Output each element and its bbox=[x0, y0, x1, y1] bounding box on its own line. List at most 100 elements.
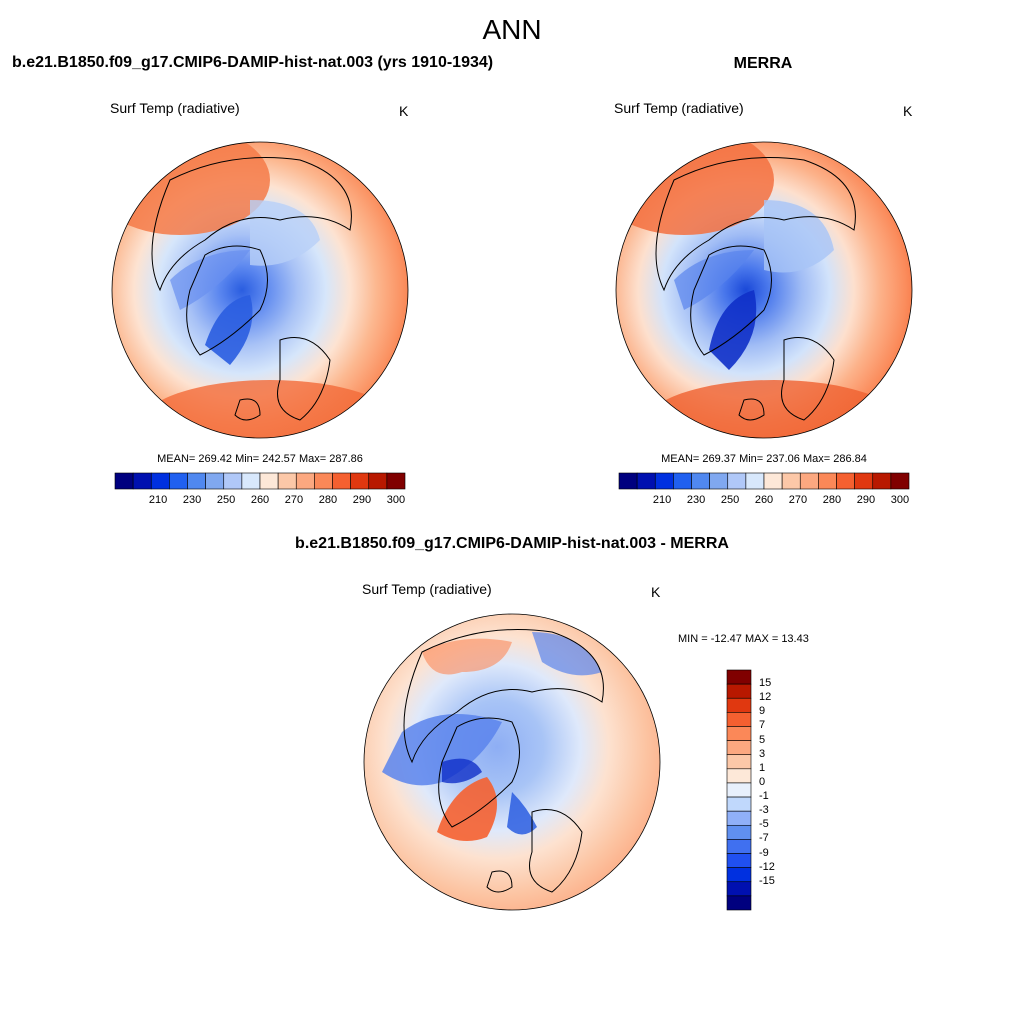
panel3-title: b.e21.B1850.f09_g17.CMIP6-DAMIP-hist-nat… bbox=[295, 535, 729, 552]
panel1-colorbar-box bbox=[295, 472, 315, 490]
panel1-stats: MEAN= 269.42 Min= 242.57 Max= 287.86 bbox=[157, 453, 363, 465]
panel1-colorbar-box bbox=[314, 472, 333, 490]
panel1-colorbar-box bbox=[241, 472, 261, 490]
panel1-colorbar-tick-label: 270 bbox=[284, 494, 304, 506]
panel3-colorbar-box bbox=[726, 697, 752, 713]
panel2-colorbar-tick-label: 280 bbox=[822, 494, 842, 506]
panel3-colorbar-box bbox=[726, 726, 752, 741]
panel1-title: b.e21.B1850.f09_g17.CMIP6-DAMIP-hist-nat… bbox=[12, 54, 494, 71]
panel3-colorbar-box bbox=[726, 754, 752, 770]
panel1-units-label: K bbox=[399, 103, 409, 119]
panel2-colorbar-box bbox=[618, 472, 638, 490]
panel2-colorbar-box bbox=[673, 472, 692, 490]
panel1-colorbar-tick-label: 210 bbox=[148, 494, 168, 506]
panel1-colorbar-tick-label: 290 bbox=[352, 494, 372, 506]
panel3-colorbar-tick-label: 9 bbox=[759, 705, 766, 718]
panel3-colorbar-box bbox=[726, 712, 752, 727]
panel2-colorbar-box bbox=[745, 472, 765, 490]
panel3-colorbar-box bbox=[726, 839, 752, 854]
panel2-colorbar-tick-label: 230 bbox=[686, 494, 706, 506]
panel3-colorbar-tick-label: -9 bbox=[759, 846, 769, 859]
panel3-colorbar-tick-label: 1 bbox=[759, 761, 766, 774]
panel2-colorbar-box bbox=[854, 472, 874, 490]
panel3-colorbar-tick-label: -12 bbox=[759, 860, 775, 873]
panel1-colorbar-box bbox=[150, 472, 170, 490]
panel1-colorbar-box bbox=[277, 472, 297, 490]
panel1-colorbar-box bbox=[114, 472, 134, 490]
panel3-colorbar-tick-label: -5 bbox=[759, 818, 769, 831]
panel3-colorbar-tick-label: 12 bbox=[759, 691, 772, 704]
panel3-colorbar-box bbox=[726, 669, 752, 685]
panel2-colorbar-tick-label: 260 bbox=[754, 494, 774, 506]
panel1-colorbar-box bbox=[205, 472, 225, 490]
panel1-colorbar-box bbox=[386, 472, 406, 490]
panel3-variable-label: Surf Temp (radiative) bbox=[362, 581, 492, 597]
panel3-colorbar-box bbox=[726, 768, 752, 784]
panel2-colorbar-box bbox=[872, 472, 892, 490]
panel2-polar-map bbox=[615, 141, 913, 439]
panel1-colorbar-box bbox=[187, 472, 206, 490]
panel2-units-label: K bbox=[903, 103, 913, 119]
panel2-colorbar-tick-label: 300 bbox=[890, 494, 910, 506]
panel1-colorbar bbox=[114, 472, 406, 490]
panel3-colorbar-box bbox=[726, 881, 752, 897]
panel3-colorbar-tick-label: 5 bbox=[759, 733, 766, 746]
panel1-colorbar-tick-label: 260 bbox=[250, 494, 270, 506]
panel2-colorbar-tick-label: 270 bbox=[788, 494, 808, 506]
panel3-colorbar-box bbox=[726, 810, 752, 826]
panel3-units-label: K bbox=[651, 584, 661, 600]
panel1-colorbar-box bbox=[132, 472, 152, 490]
panel2-title: MERRA bbox=[733, 55, 793, 72]
panel3-colorbar-box bbox=[726, 867, 752, 883]
panel3-colorbar-tick-label: -1 bbox=[759, 790, 769, 803]
panel3-colorbar-tick-label: 0 bbox=[759, 775, 766, 788]
panel1-colorbar-box bbox=[368, 472, 388, 490]
panel2-colorbar-box bbox=[691, 472, 710, 490]
panel3-colorbar-box bbox=[726, 683, 752, 699]
panel1-variable-label: Surf Temp (radiative) bbox=[110, 100, 240, 116]
panel1-colorbar-box bbox=[223, 472, 243, 490]
panel3-colorbar-tick-label: -7 bbox=[759, 832, 769, 845]
panel2-colorbar-box bbox=[709, 472, 729, 490]
panel3-difference-map bbox=[363, 613, 661, 911]
panel2-colorbar-box bbox=[654, 472, 674, 490]
panel2-variable-label: Surf Temp (radiative) bbox=[614, 100, 744, 116]
panel1-colorbar-tick-label: 280 bbox=[318, 494, 338, 506]
panel3-colorbar-tick-label: 15 bbox=[759, 677, 772, 690]
panel3-colorbar-tick-label: 7 bbox=[759, 719, 766, 732]
panel1-colorbar-tick-label: 300 bbox=[386, 494, 406, 506]
panel1-colorbar-tick-label: 250 bbox=[216, 494, 236, 506]
panel3-colorbar-box bbox=[726, 853, 752, 868]
panel3-colorbar-ticks: 15 12 9 7 5 3 1 0 -1 -3 -5 -7 -9 -12 -15 bbox=[759, 670, 799, 910]
panel1-colorbar-box bbox=[332, 472, 351, 490]
panel1-colorbar-tick-label: 230 bbox=[182, 494, 202, 506]
panel2-colorbar-box bbox=[636, 472, 656, 490]
panel2-colorbar-tick-label: 290 bbox=[856, 494, 876, 506]
panel3-colorbar-box bbox=[726, 895, 752, 911]
panel2-colorbar bbox=[618, 472, 910, 490]
panel3-colorbar-box bbox=[726, 796, 752, 812]
panel2-colorbar-box bbox=[836, 472, 855, 490]
panel2-stats: MEAN= 269.37 Min= 237.06 Max= 286.84 bbox=[661, 453, 867, 465]
panel2-colorbar-box bbox=[781, 472, 801, 490]
panel1-colorbar-box bbox=[259, 472, 279, 490]
panel3-minmax: MIN = -12.47 MAX = 13.43 bbox=[678, 633, 809, 645]
panel1-polar-map bbox=[111, 141, 409, 439]
panel3-colorbar-tick-label: -3 bbox=[759, 804, 769, 817]
panel2-colorbar-box bbox=[727, 472, 747, 490]
panel2-colorbar-box bbox=[818, 472, 837, 490]
panel1-colorbar-box bbox=[169, 472, 188, 490]
panel1-colorbar-box bbox=[350, 472, 370, 490]
main-title: ANN bbox=[482, 14, 542, 45]
panel3-colorbar-tick-label: -15 bbox=[759, 874, 775, 887]
panel3-colorbar-box bbox=[726, 740, 752, 756]
panel3-colorbar-box bbox=[726, 824, 752, 840]
panel3-colorbar-box bbox=[726, 782, 752, 798]
panel3-colorbar bbox=[726, 669, 752, 911]
panel2-colorbar-tick-label: 250 bbox=[720, 494, 740, 506]
panel2-colorbar-box bbox=[763, 472, 783, 490]
panel1-colorbar-ticks: 210 230 250 260 270 280 290 300 bbox=[115, 494, 405, 508]
panel2-colorbar-ticks: 210 230 250 260 270 280 290 300 bbox=[619, 494, 909, 508]
panel3-colorbar-tick-label: 3 bbox=[759, 747, 766, 760]
panel2-colorbar-box bbox=[890, 472, 910, 490]
